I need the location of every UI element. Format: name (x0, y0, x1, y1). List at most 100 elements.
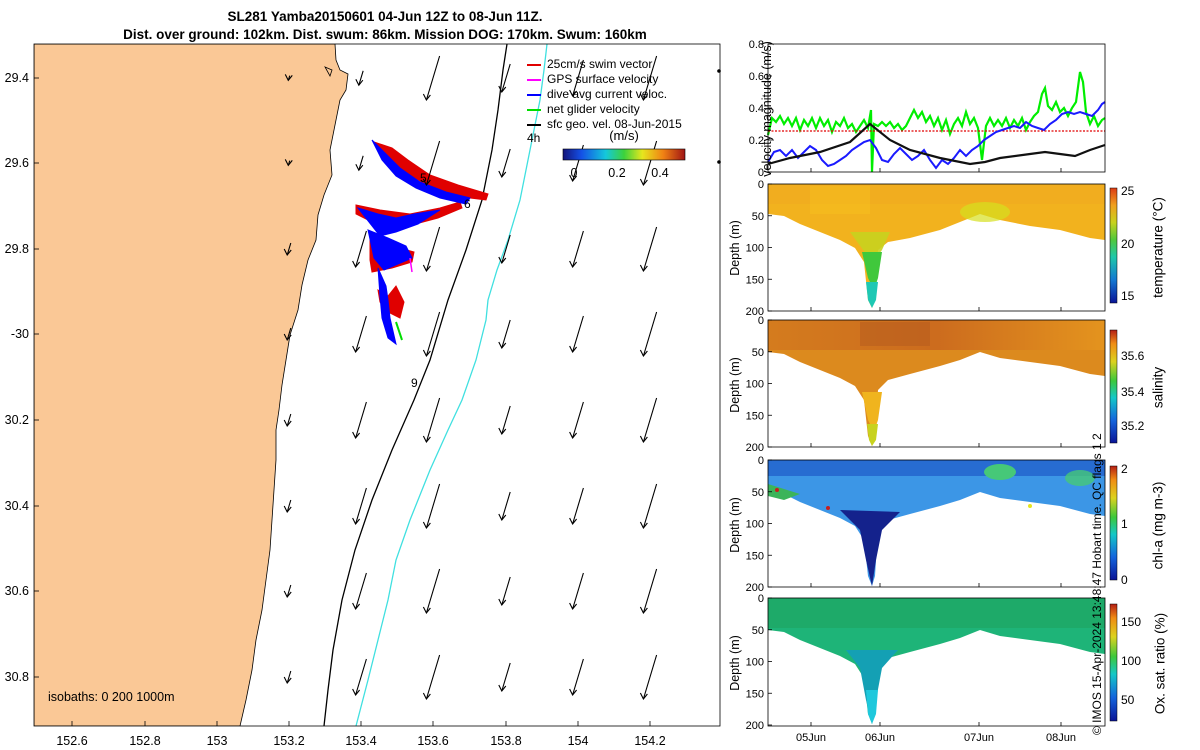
velocity-tick-label: 0.4 (749, 103, 764, 115)
geo-arrow-shaft (572, 59, 584, 97)
geo-arrow-shaft (572, 572, 584, 610)
geo-arrow-head (639, 521, 648, 530)
geo-arrow-head (498, 598, 507, 607)
geo-arrow-shaft (501, 234, 511, 264)
geo-arrow-head (639, 692, 648, 701)
geo-arrow-shaft (355, 572, 367, 610)
legend-item: net glider velocity (527, 102, 682, 117)
geo-arrow-head (283, 505, 292, 514)
cbar-tick: 35.2 (1121, 419, 1145, 433)
geo-arrow-shaft (425, 568, 441, 614)
cbar-tick: 50 (1121, 693, 1135, 707)
geo-arrow-shaft (425, 311, 441, 357)
geo-arrow-head (422, 264, 431, 273)
geo-arrow-shaft (286, 327, 292, 341)
geo-arrow-head (422, 692, 431, 701)
annotation-5: 5 (420, 171, 427, 185)
glider-gps-velocity (409, 257, 413, 273)
geo-arrow-head (498, 427, 507, 436)
hour-note: 4h (527, 131, 540, 145)
cbar-tick: 35.4 (1121, 385, 1145, 399)
geo-arrow-head (498, 684, 507, 693)
geo-arrow-shaft (425, 226, 441, 272)
geo-arrow-shaft (286, 413, 292, 427)
chart-title: SL281 Yamba20150601 04-Jun 12Z to 08-Jun… (227, 9, 543, 24)
x-tick-label: 153.4 (345, 734, 376, 748)
geo-arrow-head (569, 602, 578, 611)
temperature-panel: 25 20 15 (767, 183, 1135, 312)
map-panel: 5 6 9 4h isobaths: 0 200 1000m 152.6 152.… (5, 43, 721, 748)
geo-arrow-shaft (642, 140, 658, 186)
geo-arrow-head (422, 93, 431, 102)
geo-arrow-head (569, 517, 578, 526)
x-tick-label: 154.2 (634, 734, 665, 748)
cbar-tick: 100 (1121, 654, 1141, 668)
legend-item: GPS surface velocity (527, 72, 682, 87)
offmap-dot (717, 69, 721, 73)
legend-swatch (527, 78, 541, 81)
colorbar-tick: 0.2 (608, 166, 625, 180)
series-geo-velocity (767, 122, 1106, 166)
oxygen-clabel: Ox. sat. ratio (%) (1152, 612, 1168, 715)
velocity-y-ticks: 0 0.2 0.4 0.6 0.8 (749, 39, 772, 179)
geo-arrow-shaft (425, 140, 441, 186)
map-y-tick-labels: 29.4 29.6 29.8 -30 30.2 30.4 30.6 30.8 (5, 71, 39, 684)
geo-arrow-head (422, 521, 431, 530)
legend-label: 25cm/s swim vector (547, 57, 653, 71)
geo-arrow-head (569, 431, 578, 440)
cbar-tick: 2 (1121, 462, 1128, 476)
depth-tick-label: 50 (752, 487, 764, 499)
cbar-tick: 15 (1121, 289, 1135, 303)
geo-arrow-shaft (501, 405, 511, 435)
geo-arrow-shaft (355, 487, 367, 525)
geo-arrow-shaft (425, 483, 441, 529)
geo-arrow-shaft (572, 401, 584, 439)
geo-arrow-head (355, 163, 364, 172)
colorbar-ticks: 0 0.2 0.4 (571, 166, 669, 180)
depth-tick-label: 100 (746, 243, 764, 255)
colorbar-label: (m/s) (609, 128, 639, 143)
series-dive-current (767, 101, 1106, 170)
glider-net-velocity (395, 321, 403, 341)
geo-arrow-head (352, 431, 361, 440)
geo-arrow-shaft (425, 397, 441, 443)
legend-swatch (527, 93, 541, 96)
isobaths-label: isobaths: 0 200 1000m (48, 690, 174, 704)
geo-arrow-head (352, 260, 361, 269)
geo-arrow-shaft (642, 397, 658, 443)
geo-arrow-head (284, 74, 293, 82)
geo-arrow-head (498, 256, 507, 265)
geo-arrow-head (352, 517, 361, 526)
velocity-tick-label: 0.2 (749, 135, 764, 147)
imos-stamp: © IMOS 15-Apr-2024 13:48:47 Hobart time.… (1090, 433, 1104, 735)
y-tick-label: 30.2 (5, 413, 29, 427)
chla-clabel: chl-a (mg m-3) (1150, 481, 1166, 570)
annotation-6: 6 (464, 197, 471, 211)
geo-arrow-shaft (572, 315, 584, 353)
geo-arrow-head (569, 688, 578, 697)
legend-label: net glider velocity (547, 102, 640, 116)
cbar-tick: 150 (1121, 615, 1141, 629)
geo-arrow-head (639, 606, 648, 615)
velocity-tick-label: 0.8 (749, 39, 764, 51)
colorbar-tick: 0 (571, 166, 578, 180)
x-tick-label: 153 (207, 734, 228, 748)
geo-arrow-head (422, 178, 431, 187)
geo-arrow-shaft (501, 319, 511, 349)
geo-arrow-head (422, 606, 431, 615)
glider-current-vectors (356, 139, 471, 346)
map-annotations: 5 6 9 4h isobaths: 0 200 1000m (48, 131, 540, 704)
cbar-tick: 1 (1121, 517, 1128, 531)
velocity-ylabel: velocity magnitude (m/s) (760, 41, 774, 177)
y-tick-label: 29.6 (5, 156, 29, 170)
geo-arrow-shaft (642, 568, 658, 614)
geo-arrow-shaft (501, 662, 511, 692)
y-tick-label: 30.8 (5, 670, 29, 684)
geo-arrow-shaft (286, 499, 292, 513)
offmap-dot (717, 160, 721, 164)
legend: 25cm/s swim vector GPS surface velocity … (527, 57, 682, 132)
geo-arrow-head (569, 260, 578, 269)
x-tick-label: 153.2 (273, 734, 304, 748)
geo-arrow-head (639, 264, 648, 273)
x-tick-label: 153.6 (417, 734, 448, 748)
